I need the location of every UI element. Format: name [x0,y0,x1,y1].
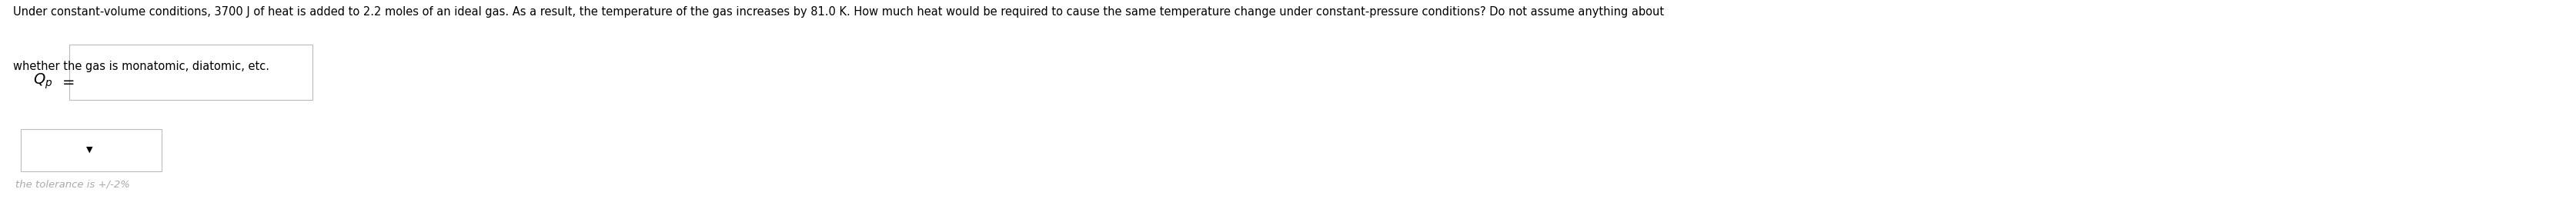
Text: ▼: ▼ [88,145,93,153]
FancyBboxPatch shape [21,129,162,172]
Text: whether the gas is monatomic, diatomic, etc.: whether the gas is monatomic, diatomic, … [13,60,268,72]
Text: $=$: $=$ [59,74,75,88]
Text: Under constant-volume conditions, 3700 J of heat is added to 2.2 moles of an ide: Under constant-volume conditions, 3700 J… [13,6,1664,18]
Text: the tolerance is +/-2%: the tolerance is +/-2% [15,179,129,189]
FancyBboxPatch shape [70,45,312,100]
Text: $\mathit{Q}_\mathit{p}$: $\mathit{Q}_\mathit{p}$ [33,72,54,90]
